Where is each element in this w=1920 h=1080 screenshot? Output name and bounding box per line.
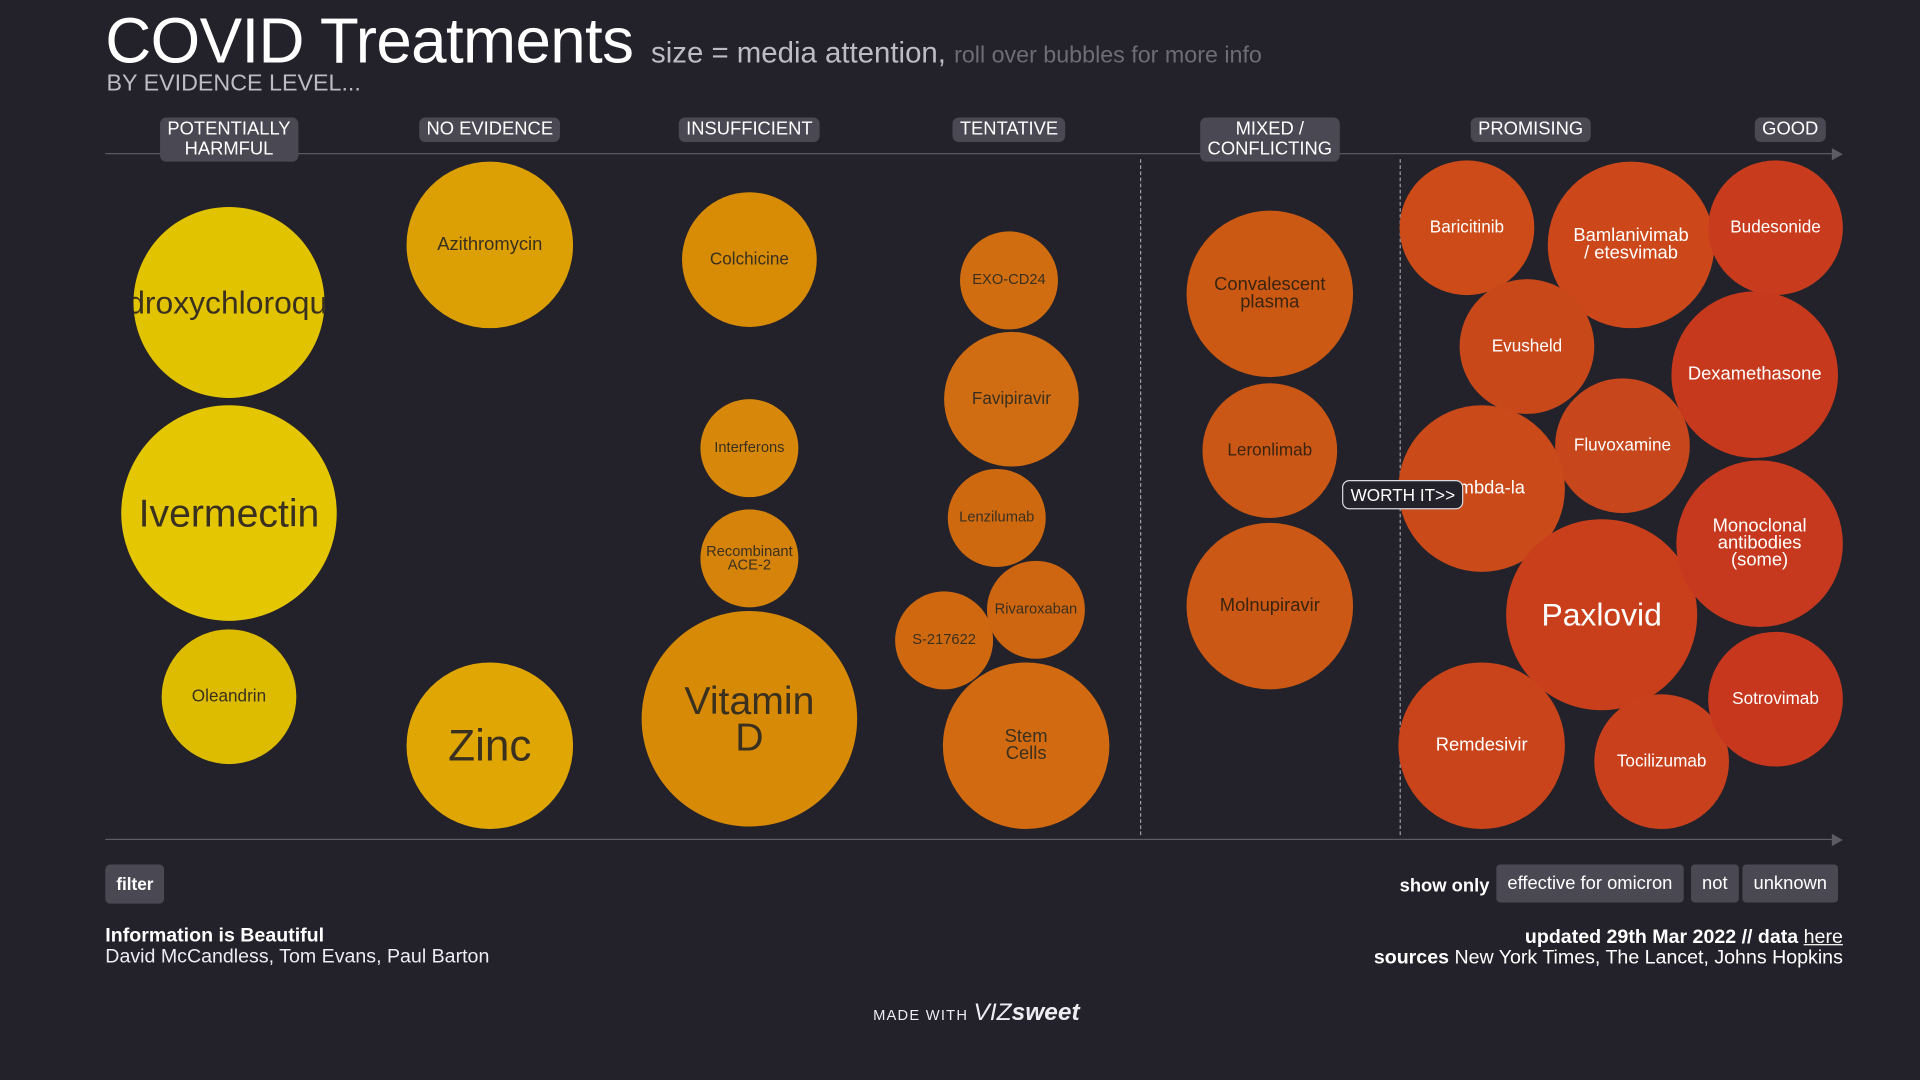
bubble-paxlovid[interactable]: Paxlovid xyxy=(1506,519,1698,711)
credit-authors: David McCandless, Tom Evans, Paul Barton xyxy=(105,946,490,968)
evidence-axis-title: BY EVIDENCE LEVEL... xyxy=(106,71,361,97)
bubble-zinc[interactable]: Zinc xyxy=(406,662,574,829)
bubble-label: Remdesivir xyxy=(1435,734,1528,756)
vizsweet-logo: VIZsweet xyxy=(973,999,1079,1026)
bubble-molnupiravir[interactable]: Molnupiravir xyxy=(1186,522,1354,690)
updated-text: updated 29th Mar 2022 // data xyxy=(1524,926,1799,948)
top-axis-line xyxy=(105,153,1832,155)
subtitle-hint: roll over bubbles for more info xyxy=(954,42,1262,69)
data-link[interactable]: here xyxy=(1803,926,1843,948)
bubble-rivaroxaban[interactable]: Rivaroxaban xyxy=(986,560,1085,659)
bubble-lenzilumab[interactable]: Lenzilumab xyxy=(947,468,1046,567)
option-not[interactable]: not xyxy=(1691,864,1739,903)
worth-it-annotation: WORTH IT>> xyxy=(1342,480,1464,510)
bubble-favipiravir[interactable]: Favipiravir xyxy=(944,331,1079,467)
category-label-2: INSUFFICIENT xyxy=(678,117,821,143)
bubble-label: Colchicine xyxy=(709,248,789,269)
bubble-label: Azithromycin xyxy=(437,233,543,255)
bubble-baricitinib[interactable]: Baricitinib xyxy=(1399,160,1535,296)
bubble-evusheld[interactable]: Evusheld xyxy=(1459,279,1595,414)
made-with-label: MADE WITH xyxy=(873,1006,969,1024)
credit-organization: Information is Beautiful xyxy=(105,925,325,947)
bubble-label: Rivaroxaban xyxy=(994,600,1078,618)
bubble-label: Vitamin D xyxy=(684,677,815,760)
bubble-convalescent-plasma[interactable]: Convalescent plasma xyxy=(1186,210,1354,378)
bubble-label: Oleandrin xyxy=(191,686,267,706)
bubble-s-217622[interactable]: S-217622 xyxy=(895,591,994,690)
bubble-ivermectin[interactable]: Ivermectin xyxy=(121,405,337,621)
subtitle-size: size = media attention, xyxy=(651,36,946,70)
brand-sweet: sweet xyxy=(1011,999,1080,1027)
made-with-badge[interactable]: MADE WITH VIZsweet xyxy=(873,999,1080,1027)
brand-viz: VIZ xyxy=(973,999,1012,1027)
bubble-azithromycin[interactable]: Azithromycin xyxy=(406,161,574,329)
option-effective-for-omicron[interactable]: effective for omicron xyxy=(1496,864,1684,903)
bubble-label: Tocilizumab xyxy=(1616,751,1707,771)
bubble-vitamin-d[interactable]: Vitamin D xyxy=(641,611,858,827)
category-label-4: MIXED / CONFLICTING xyxy=(1200,117,1340,162)
bubble-label: Zinc xyxy=(448,719,532,771)
top-axis-arrow-icon xyxy=(1831,148,1843,161)
header: COVID Treatments size = media attention,… xyxy=(105,5,1262,78)
bubble-oleandrin[interactable]: Oleandrin xyxy=(161,629,297,765)
bubble-recombinant-ace-2[interactable]: Recombinant ACE-2 xyxy=(700,509,799,608)
bubble-exo-cd24[interactable]: EXO-CD24 xyxy=(960,231,1058,330)
bubble-sotrovimab[interactable]: Sotrovimab xyxy=(1708,631,1843,767)
updated-info: updated 29th Mar 2022 // data here xyxy=(1525,927,1843,949)
sources-text: New York Times, The Lancet, Johns Hopkin… xyxy=(1454,947,1843,969)
bubble-leronlimab[interactable]: Leronlimab xyxy=(1202,383,1338,518)
bubble-label: Fluvoxamine xyxy=(1573,435,1672,455)
bubble-label: Budesonide xyxy=(1730,217,1821,237)
bubble-label: Bamlanivimab / etesvimab xyxy=(1573,225,1689,264)
bubble-label: Favipiravir xyxy=(971,388,1051,409)
sources-info: sources New York Times, The Lancet, John… xyxy=(1374,948,1843,970)
sources-label: sources xyxy=(1373,947,1450,969)
page-title: COVID Treatments xyxy=(105,6,634,78)
bubble-label: Molnupiravir xyxy=(1219,594,1320,616)
category-label-5: PROMISING xyxy=(1470,117,1591,143)
bubble-stem-cells[interactable]: Stem Cells xyxy=(942,662,1110,829)
bubble-label: Lenzilumab xyxy=(959,508,1035,526)
bubble-remdesivir[interactable]: Remdesivir xyxy=(1398,662,1565,829)
bubble-label: Monoclonal antibodies (some) xyxy=(1712,515,1807,571)
bubble-label: Hydroxychloroquine xyxy=(133,283,325,321)
bubble-label: Recombinant ACE-2 xyxy=(706,541,793,574)
category-label-0: POTENTIALLY HARMFUL xyxy=(160,117,298,162)
bottom-axis-arrow-icon xyxy=(1831,833,1843,847)
bubble-label: Paxlovid xyxy=(1541,595,1662,633)
bubble-budesonide[interactable]: Budesonide xyxy=(1708,160,1843,296)
bubble-label: Evusheld xyxy=(1491,335,1563,356)
mixed-divider xyxy=(1140,159,1142,836)
show-only-label: show only xyxy=(1399,875,1490,897)
bubble-label: Interferons xyxy=(714,438,785,456)
bubble-label: Sotrovimab xyxy=(1732,688,1819,709)
bubble-label: Baricitinib xyxy=(1429,217,1505,237)
bubble-tocilizumab[interactable]: Tocilizumab xyxy=(1594,694,1729,829)
bubble-monoclonal-antibodies-some[interactable]: Monoclonal antibodies (some) xyxy=(1676,460,1843,627)
bubble-interferons[interactable]: Interferons xyxy=(700,399,799,498)
bubble-label: EXO-CD24 xyxy=(972,270,1046,289)
filter-button[interactable]: filter xyxy=(105,864,165,904)
subtitle: size = media attention, roll over bubble… xyxy=(651,37,1262,70)
category-label-6: GOOD xyxy=(1754,117,1826,143)
bubble-label: Dexamethasone xyxy=(1687,363,1822,385)
bubble-label: Convalescent plasma xyxy=(1214,273,1326,313)
bubble-fluvoxamine[interactable]: Fluvoxamine xyxy=(1555,378,1690,514)
category-label-3: TENTATIVE xyxy=(952,117,1066,143)
bubble-colchicine[interactable]: Colchicine xyxy=(682,192,817,327)
bubble-label: Ivermectin xyxy=(138,490,320,535)
category-label-1: NO EVIDENCE xyxy=(419,117,561,143)
bubble-label: S-217622 xyxy=(912,630,976,649)
bubble-dexamethasone[interactable]: Dexamethasone xyxy=(1671,291,1838,458)
bubble-label: Leronlimab xyxy=(1227,440,1313,460)
bottom-axis-line xyxy=(105,838,1832,841)
bubble-hydroxychloroquine[interactable]: Hydroxychloroquine xyxy=(133,206,325,398)
option-unknown[interactable]: unknown xyxy=(1742,864,1839,903)
bubble-label: Stem Cells xyxy=(1004,725,1048,765)
